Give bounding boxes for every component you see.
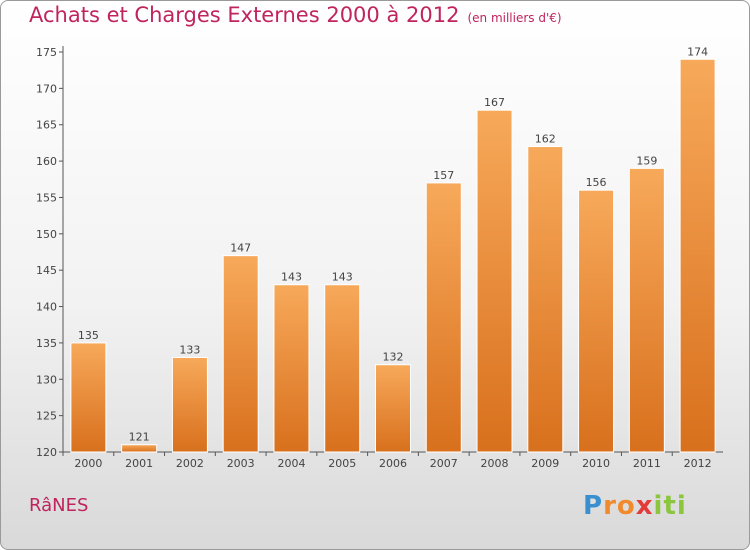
y-tick-label: 120	[36, 446, 57, 459]
bars-group	[70, 58, 716, 453]
proxiti-logo: Proxiti	[583, 491, 687, 521]
unit-text: (en milliers d'€)	[467, 11, 562, 25]
y-tick-label: 160	[36, 155, 57, 168]
logo-letter: o	[616, 491, 636, 521]
y-tick-label: 145	[36, 264, 57, 277]
bar	[375, 364, 411, 453]
bar	[476, 109, 513, 453]
y-tick-label: 175	[36, 46, 57, 59]
y-tick-label: 140	[36, 301, 57, 314]
logo-letter: x	[635, 491, 654, 521]
bar	[324, 284, 361, 453]
bar	[222, 255, 259, 453]
y-tick-label: 125	[36, 410, 57, 423]
logo-letter: i	[653, 491, 664, 521]
chart-title: Achats et Charges Externes 2000 à 2012 (e…	[29, 3, 562, 27]
bar	[628, 167, 665, 453]
x-tick-label: 2011	[633, 457, 661, 470]
x-tick-label: 2002	[176, 457, 204, 470]
bar	[578, 189, 615, 453]
bar-value-label: 174	[687, 45, 708, 58]
bar	[425, 182, 462, 453]
bar-value-label: 162	[535, 133, 556, 146]
axes: 120 125 130 135 140 145 150 155 160 165 170 175 2000…	[36, 46, 723, 470]
bar	[273, 284, 310, 453]
bar-value-label: 133	[179, 343, 200, 356]
bar-value-label: 143	[281, 271, 302, 284]
x-tick-label: 2008	[481, 457, 509, 470]
x-tick-label: 2010	[582, 457, 610, 470]
y-tick-label: 130	[36, 373, 57, 386]
x-tick-label: 2004	[277, 457, 305, 470]
logo-letter: t	[663, 491, 677, 521]
bar-value-label: 167	[484, 96, 505, 109]
bar-value-label: 156	[586, 176, 607, 189]
bar	[121, 444, 158, 453]
bar-value-label: 121	[129, 431, 150, 444]
bar	[679, 58, 716, 453]
bar-value-label: 143	[332, 271, 353, 284]
bar	[527, 146, 564, 453]
logo-letter: r	[603, 491, 617, 521]
bar-value-label: 159	[636, 154, 657, 167]
x-tick-label: 2003	[227, 457, 255, 470]
logo-letter: i	[676, 491, 687, 521]
bar-value-label: 147	[230, 242, 251, 255]
bar-value-label: 132	[383, 351, 404, 364]
x-tick-label: 2007	[430, 457, 458, 470]
x-tick-label: 2000	[74, 457, 102, 470]
title-text: Achats et Charges Externes 2000 à 2012	[29, 3, 460, 27]
bar-value-label: 157	[433, 169, 454, 182]
y-tick-label: 150	[36, 228, 57, 241]
x-tick-label: 2005	[328, 457, 356, 470]
bar	[171, 356, 208, 453]
y-tick-label: 135	[36, 337, 57, 350]
x-tick-label: 2009	[531, 457, 559, 470]
x-tick-label: 2001	[125, 457, 153, 470]
town-name: RâNES	[29, 495, 89, 516]
x-tick-label: 2006	[379, 457, 407, 470]
logo-letter: P	[583, 491, 604, 521]
bar-value-label: 135	[78, 329, 99, 342]
bar	[70, 342, 107, 453]
y-tick-label: 155	[36, 191, 57, 204]
x-tick-label: 2012	[684, 457, 712, 470]
y-tick-label: 165	[36, 119, 57, 132]
labels-group: 135 121 133 147 143 143 132 157 167 162 156 159 174	[78, 45, 708, 443]
y-tick-label: 170	[36, 82, 57, 95]
